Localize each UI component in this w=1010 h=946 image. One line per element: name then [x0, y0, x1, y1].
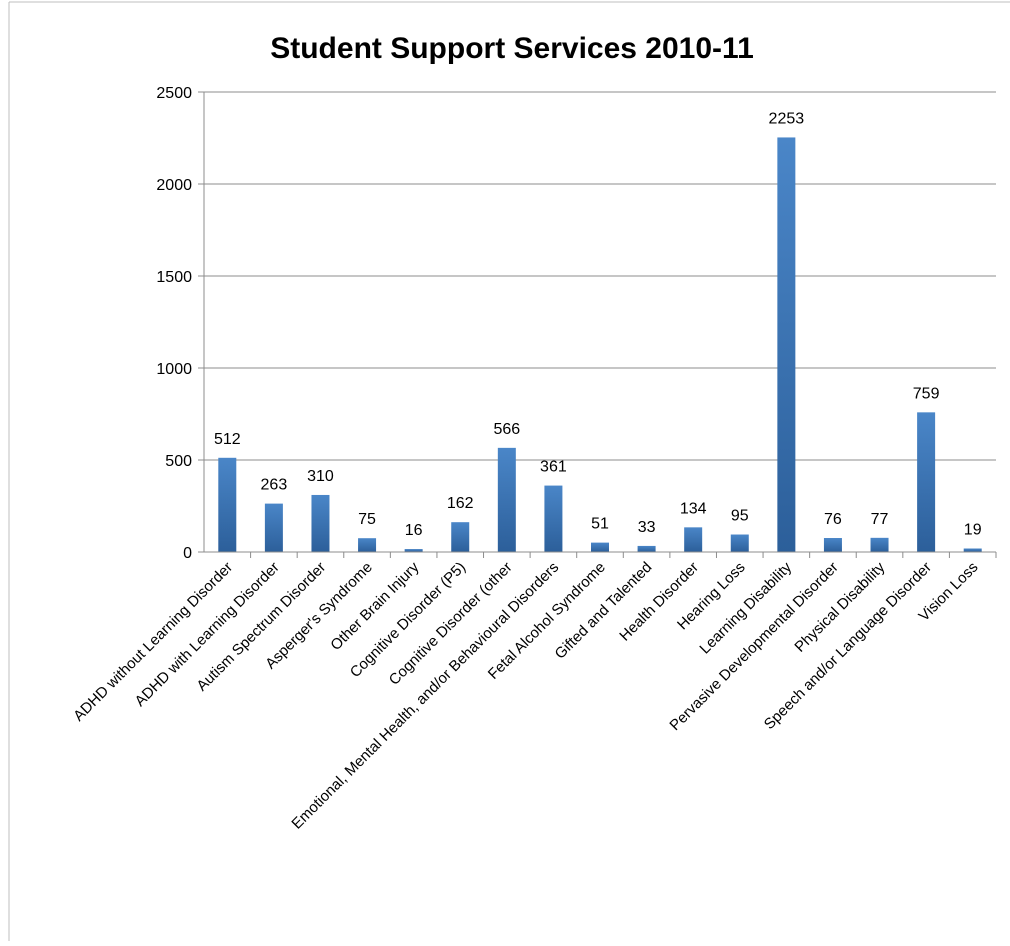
data-label: 361 — [540, 459, 567, 476]
data-label: 162 — [447, 495, 474, 512]
bar — [730, 534, 749, 552]
bar — [591, 542, 609, 552]
data-label: 759 — [913, 385, 940, 402]
y-tick-label: 2000 — [156, 177, 192, 194]
bar — [823, 538, 842, 552]
bar — [963, 548, 982, 552]
bar — [358, 538, 377, 552]
data-label: 77 — [871, 511, 889, 528]
bar — [218, 457, 237, 552]
bar — [404, 549, 423, 552]
axes — [203, 92, 996, 553]
data-label: 33 — [638, 519, 656, 536]
y-tick-label: 2500 — [156, 85, 192, 102]
bar — [451, 522, 470, 552]
bar — [637, 545, 656, 552]
y-tick-label: 1500 — [156, 269, 192, 286]
bars — [218, 137, 982, 552]
y-axis-ticks: 0 500 1000 1500 2000 2500 — [156, 85, 204, 562]
bar — [544, 485, 563, 552]
data-label: 51 — [591, 516, 609, 533]
bar — [264, 503, 283, 552]
data-label: 95 — [731, 508, 749, 525]
y-tick-label: 500 — [165, 453, 192, 470]
bar — [777, 137, 796, 552]
x-tick-label: Pervasive Developmental Disorder — [666, 559, 841, 734]
data-label: 16 — [405, 522, 423, 539]
data-labels: 512 263 310 75 16 162 566 361 51 33 134 95 2253 76 77 7… — [214, 110, 982, 539]
data-label: 512 — [214, 431, 241, 448]
data-label: 263 — [261, 477, 288, 494]
data-label: 76 — [824, 511, 842, 528]
bar — [684, 527, 703, 552]
bar — [870, 537, 889, 552]
data-label: 19 — [964, 522, 982, 539]
bar — [917, 412, 936, 552]
x-tick-label: Speech and/or Language Disorder — [761, 559, 935, 733]
data-label: 75 — [358, 511, 376, 528]
data-label: 2253 — [769, 110, 805, 127]
data-label: 566 — [493, 421, 520, 438]
bar — [311, 494, 330, 552]
y-tick-label: 0 — [183, 545, 192, 562]
chart-title: Student Support Services 2010-11 — [270, 32, 754, 65]
bar — [497, 447, 516, 552]
y-tick-label: 1000 — [156, 361, 192, 378]
data-label: 310 — [307, 468, 334, 485]
data-label: 134 — [680, 500, 707, 517]
